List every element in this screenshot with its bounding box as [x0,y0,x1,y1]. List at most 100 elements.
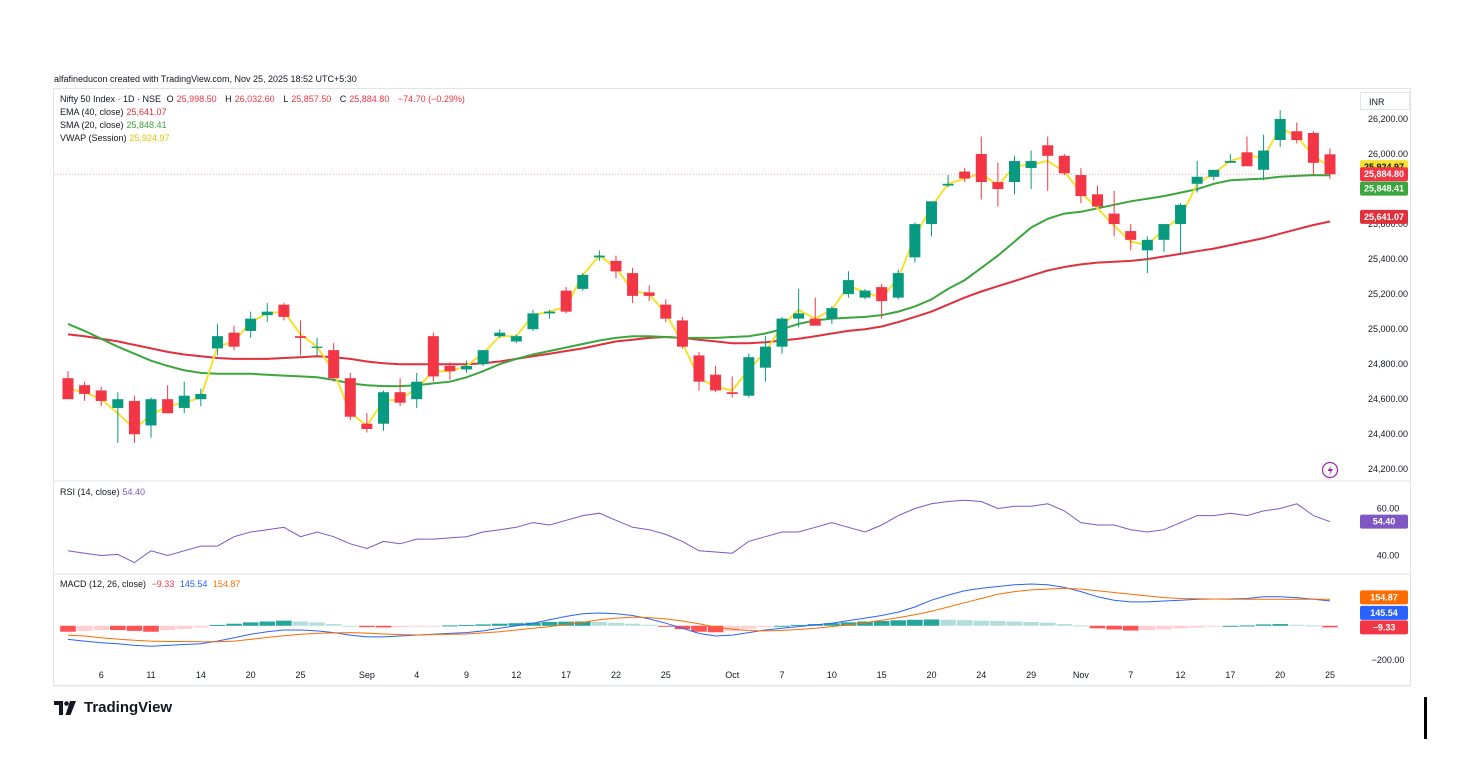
candle [1125,224,1137,251]
macd-histogram-bar [126,625,143,631]
candle [1075,168,1087,204]
candle [693,351,705,391]
macd-histogram-bar [525,622,541,626]
candle-body [261,311,273,316]
candle-body [228,332,240,347]
candle-body [892,273,904,298]
time-axis-tick: 14 [196,670,206,680]
text-cursor-bar [1424,697,1427,739]
candle-body [461,365,473,370]
macd-histogram-bar [259,621,276,626]
chart-credit: alfafineducon created with TradingView.c… [54,74,357,84]
rsi-value-tag-bg [1360,514,1408,529]
macd-histogram-bar [242,622,259,626]
candle-body [593,255,605,258]
candle [195,388,207,407]
sma-price-tag-text: 25,848.41 [1364,184,1404,194]
candle-body [278,304,290,317]
candle-body [942,183,954,186]
macd-histogram-bar [1156,625,1172,630]
candle [95,386,107,407]
macd-histogram-bar [657,625,674,627]
candle-body [793,313,805,319]
candle [112,392,124,443]
macd-signal-tag-text: 154.87 [1370,592,1398,602]
candle-body [560,290,572,312]
ema-legend[interactable]: EMA (40, close) 25,641.07 [60,107,167,117]
time-axis-tick: 6 [99,670,104,680]
sma-legend[interactable]: SMA (20, close) 25,848.41 [60,120,167,130]
candle [842,271,854,298]
ohlc-high: H 26,032.60 [225,94,275,104]
candle [228,325,240,351]
rsi-axis-tick: 60.00 [1377,504,1400,514]
macd-line-tag-bg [1360,605,1408,620]
candle [1009,155,1020,195]
macd-line-tag-text: 145.54 [1370,608,1398,618]
macd-histogram-bar [1288,624,1305,626]
macd-histogram-bar [940,619,956,626]
candle-body [544,311,556,314]
macd-histogram-bar [209,624,226,626]
macd-histogram-bar [973,620,990,626]
candle [544,309,556,319]
candle [1025,150,1037,190]
candle [62,371,74,400]
ohlc-close: C 25,884.80 [339,94,390,104]
candle [361,413,373,433]
time-axis-tick: 17 [561,670,571,680]
tradingview-logo[interactable]: TradingView [54,699,172,716]
time-axis-tick: 12 [511,670,521,680]
candle-body [693,355,705,382]
macd-histogram-bar [159,625,176,631]
candle [1042,136,1054,191]
candle-body [959,171,971,179]
macd-legend[interactable]: MACD (12, 26, close) −9.33 145.54 154.87 [60,579,241,589]
currency-label[interactable]: INR [1360,92,1410,110]
macd-histogram-bar [309,622,325,626]
candle-body [1224,161,1236,163]
candle-body [1291,131,1303,141]
macd-signal-tag: 154.87 [1360,590,1408,605]
price-axis-tick: 25,200.00 [1368,289,1408,299]
macd-line-tag: 145.54 [1360,605,1408,620]
candle-body [809,318,821,326]
candle-body [1108,213,1120,225]
candle [128,395,140,443]
price-axis-tick: 26,000.00 [1368,149,1408,159]
time-axis-tick: 17 [1225,670,1235,680]
candle-body [859,290,871,298]
macd-histogram-bar [1305,625,1322,627]
candle [278,302,290,321]
macd-histogram-bar [1139,625,1156,631]
candle [1307,131,1319,176]
macd-histogram-bar [558,621,574,626]
vwap-legend[interactable]: VWAP (Session) 25,924.97 [60,133,170,143]
candle [328,343,340,382]
candle-body [294,336,306,338]
macd-histogram-bar [1189,625,1205,628]
candle-body [1258,150,1270,170]
macd-histogram-bar [226,623,242,626]
candle [1258,134,1270,181]
macd-hist-tag-bg [1360,620,1408,635]
candle [892,269,904,300]
time-axis-tick: 24 [976,670,986,680]
rsi-legend[interactable]: RSI (14, close) 54.40 [60,487,146,497]
macd-histogram-bar [824,623,840,626]
macd-histogram-bar [674,625,691,630]
macd-histogram-bar [176,625,193,629]
candle-body [311,346,323,348]
macd-hist-tag-text: −9.33 [1373,622,1396,632]
candle-body [1175,204,1187,225]
candle-body [876,287,888,302]
time-axis-tick: 20 [926,670,936,680]
candle [1274,110,1286,148]
alert-lightning-icon[interactable] [1321,461,1339,479]
candle [1291,122,1303,144]
candle [776,316,788,354]
candle [975,136,987,200]
candle [959,168,971,183]
candle [411,372,423,408]
